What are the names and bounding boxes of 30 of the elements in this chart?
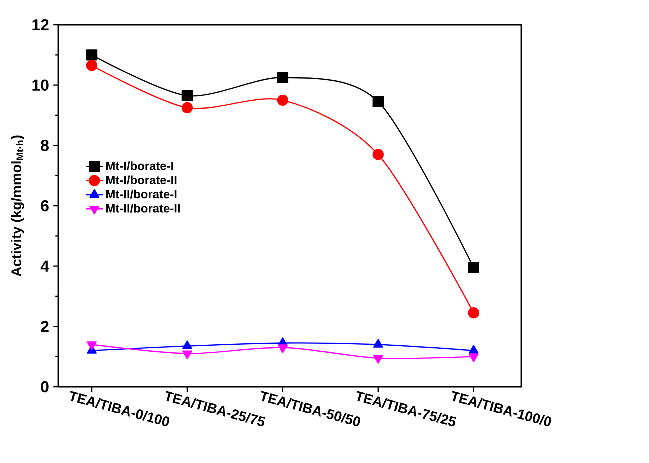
y-tick-label: 6: [41, 200, 49, 212]
y-axis-title: Activity (kg/mmol$_{Mt·h}$): [11, 136, 24, 277]
legend-label: Mt-II/borate-II: [106, 204, 180, 213]
legend-label: Mt-II/borate-I: [106, 190, 177, 199]
point: [373, 355, 384, 364]
point: [86, 50, 98, 61]
point: [182, 340, 192, 350]
point: [277, 94, 289, 106]
point: [277, 72, 289, 84]
point: [86, 60, 98, 72]
point: [373, 339, 384, 348]
point: [278, 344, 288, 354]
y-tick-label: 12: [32, 19, 49, 31]
legend-label: Mt-I/borate-I: [106, 162, 174, 170]
y-tick-label: 10: [32, 80, 49, 91]
point: [87, 342, 97, 350]
y-tick-label: 8: [41, 140, 49, 152]
point: [182, 102, 194, 114]
point: [468, 345, 479, 354]
point: [468, 307, 480, 319]
legend-label: Mt-I/borate-II: [106, 176, 177, 185]
point: [468, 262, 480, 274]
point: [468, 354, 479, 362]
point: [372, 149, 384, 160]
point: [372, 96, 384, 108]
point: [182, 350, 192, 360]
y-tick-label: 0: [41, 381, 49, 393]
point: [182, 90, 194, 102]
y-tick-label: 4: [40, 260, 50, 272]
y-tick-label: 2: [41, 321, 49, 332]
